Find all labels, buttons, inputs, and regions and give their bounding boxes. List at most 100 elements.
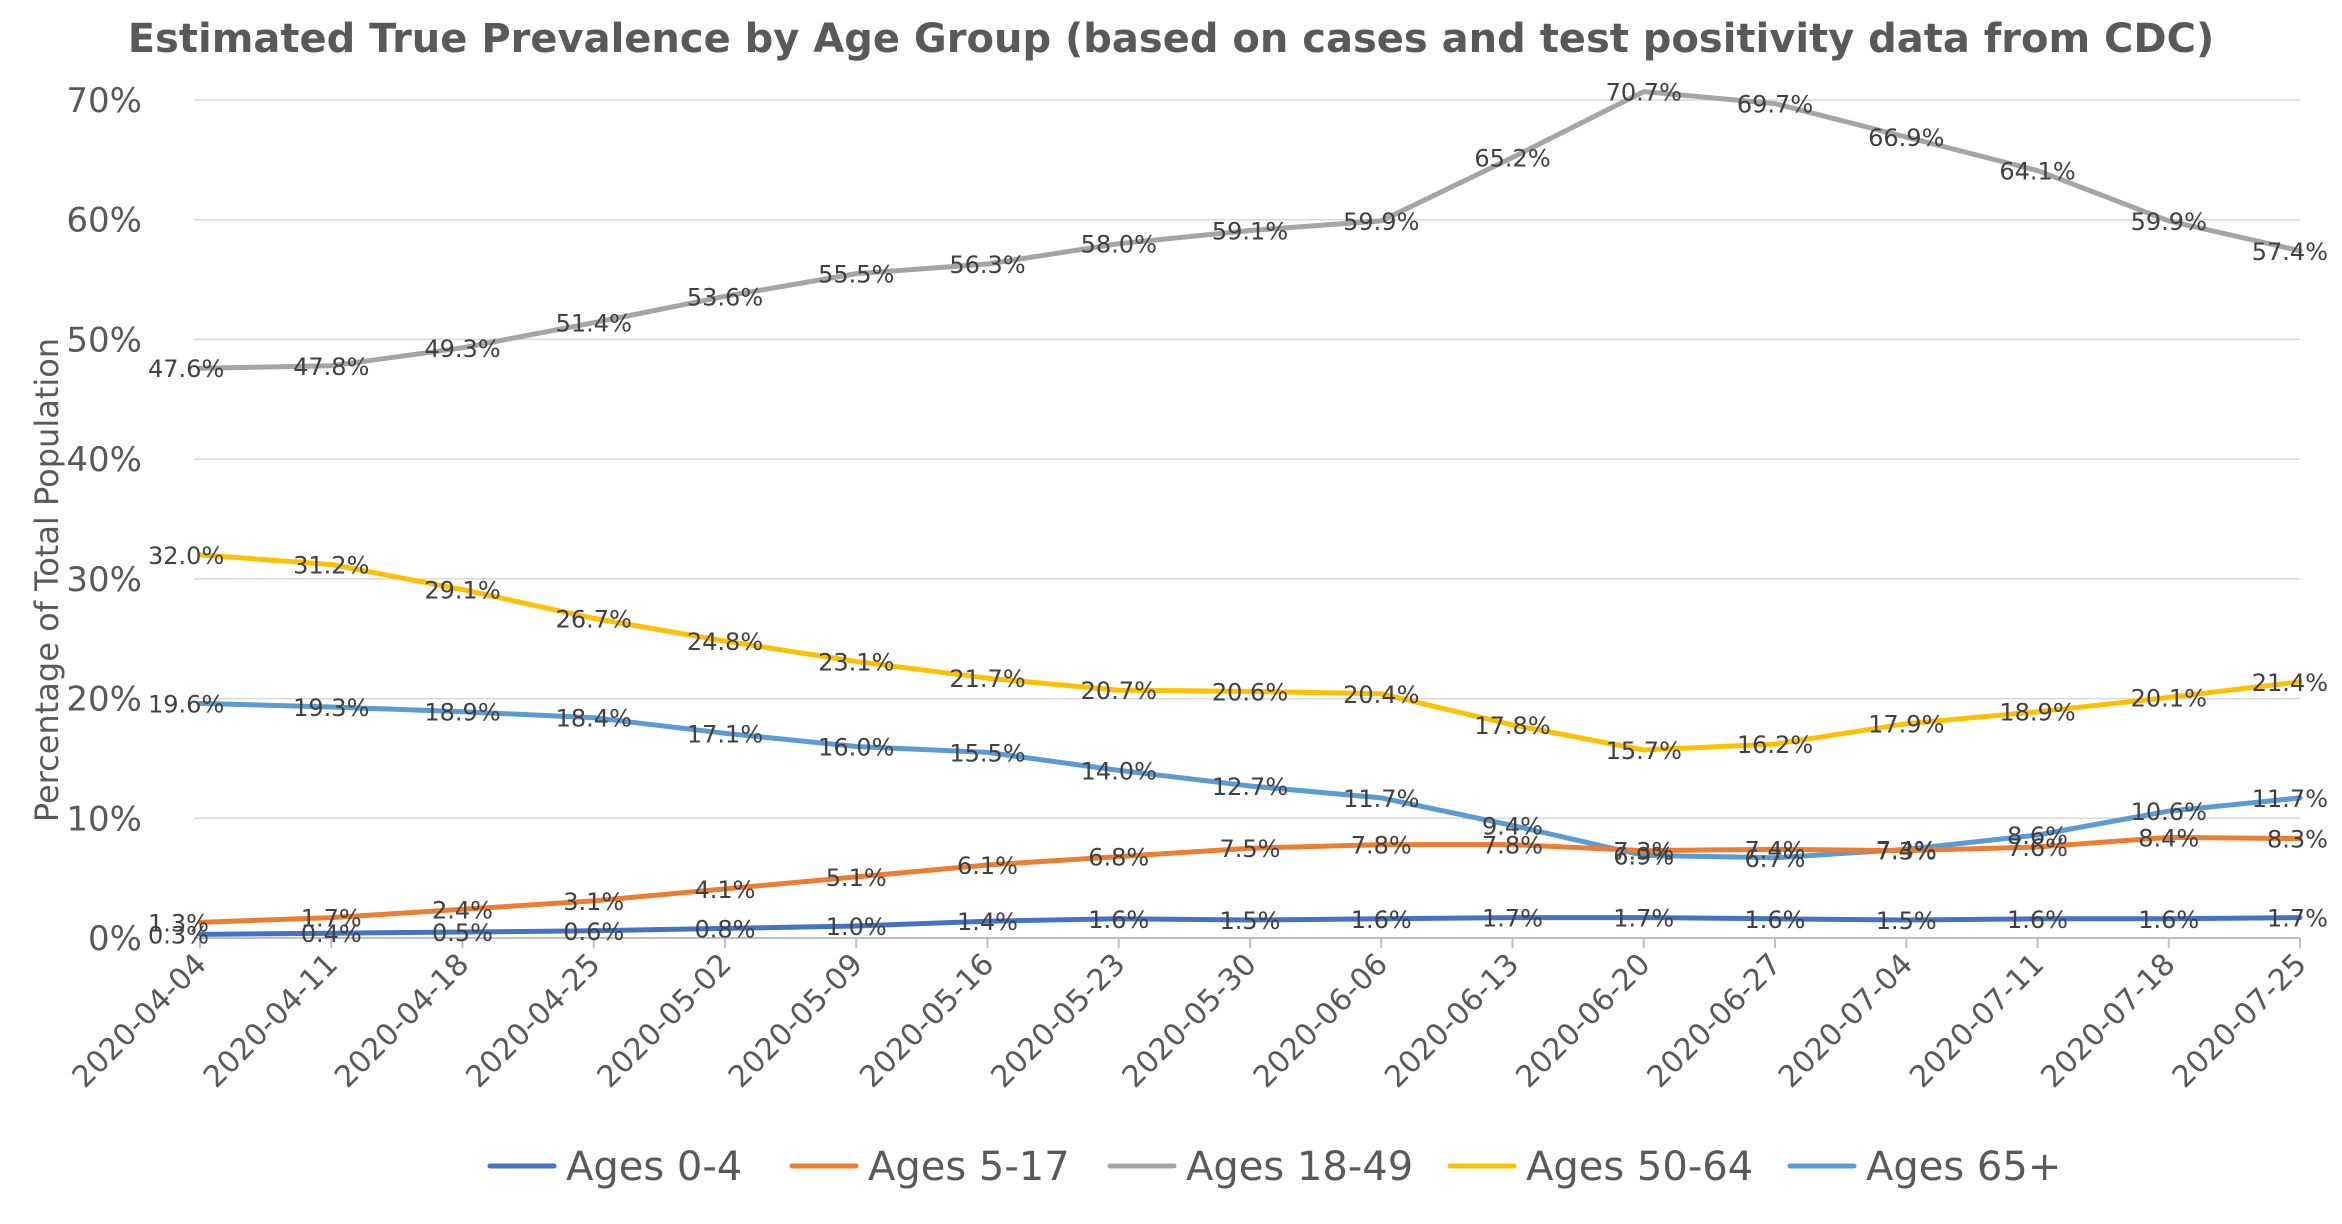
legend-item: Ages 0-4 — [487, 1144, 742, 1190]
x-tick-label: 2020-05-09 — [722, 947, 870, 1095]
data-label: 9.4% — [1482, 812, 1543, 840]
data-label: 6.9% — [1613, 842, 1674, 870]
data-label: 19.6% — [148, 690, 224, 718]
x-tick-label: 2020-07-18 — [2034, 947, 2182, 1095]
data-label: 69.7% — [1737, 91, 1813, 119]
data-label: 17.1% — [687, 720, 763, 748]
y-axis-label: Percentage of Total Population — [28, 338, 66, 822]
data-label: 7.4% — [1745, 836, 1806, 864]
data-label: 0.8% — [695, 915, 756, 943]
y-tick-label: 50% — [66, 320, 142, 360]
x-tick-label: 2020-06-27 — [1641, 947, 1789, 1095]
y-tick-label: 60% — [66, 201, 142, 241]
data-label: 15.7% — [1606, 737, 1682, 765]
data-label: 59.9% — [2131, 208, 2207, 236]
data-label: 55.5% — [818, 261, 894, 289]
chart-title: Estimated True Prevalence by Age Group (… — [128, 16, 2215, 62]
data-label: 7.6% — [2007, 834, 2068, 862]
data-label: 7.5% — [1220, 835, 1281, 863]
data-label: 8.3% — [2267, 826, 2328, 854]
data-label: 66.9% — [1868, 124, 1944, 152]
y-tick-label: 70% — [66, 81, 142, 121]
y-tick-label: 0% — [88, 919, 142, 959]
data-label: 20.6% — [1212, 678, 1288, 706]
data-label: 1.7% — [301, 905, 362, 933]
legend-label: Ages 18-49 — [1186, 1144, 1413, 1190]
gridlines — [194, 99, 2300, 939]
x-tick-label: 2020-07-11 — [1903, 947, 2051, 1095]
x-tick-label: 2020-04-04 — [66, 947, 214, 1095]
series-line-3 — [197, 89, 2303, 371]
x-tick-label: 2020-07-04 — [1772, 947, 1920, 1095]
legend-item: Ages 5-17 — [789, 1144, 1070, 1190]
x-tick-label: 2020-04-11 — [197, 947, 345, 1095]
data-label: 1.0% — [826, 913, 887, 941]
data-label: 10.6% — [2131, 798, 2207, 826]
data-label: 19.3% — [293, 694, 369, 722]
data-label: 59.9% — [1343, 208, 1419, 236]
x-tick-label: 2020-05-16 — [853, 947, 1001, 1095]
y-tick-label: 20% — [66, 680, 142, 720]
x-tick-label: 2020-06-06 — [1247, 947, 1395, 1095]
data-label: 4.1% — [695, 876, 756, 904]
data-label: 21.4% — [2252, 669, 2328, 697]
data-label: 58.0% — [1081, 231, 1157, 259]
x-tick-label: 2020-05-30 — [1116, 947, 1264, 1095]
y-tick-label: 30% — [66, 560, 142, 600]
y-axis-ticks: 0% 10% 20% 30% 40% 50% 60% 70% — [66, 81, 142, 959]
data-label: 65.2% — [1474, 144, 1550, 172]
data-label: 1.7% — [1482, 905, 1543, 933]
data-label: 20.7% — [1081, 677, 1157, 705]
data-label: 53.6% — [687, 283, 763, 311]
data-label: 3.1% — [563, 888, 624, 916]
series-line-2 — [197, 834, 2303, 925]
data-label: 47.6% — [148, 355, 224, 383]
legend: Ages 0-4 Ages 5-17 Ages 18-49 Ages 50-64 Age… — [487, 1144, 2061, 1190]
data-label: 7.4% — [1876, 836, 1937, 864]
data-label: 6.7% — [1745, 845, 1806, 873]
data-label: 8.6% — [2007, 822, 2068, 850]
data-label: 51.4% — [556, 310, 632, 338]
data-label: 1.7% — [2267, 905, 2328, 933]
data-label: 1.6% — [2138, 906, 2199, 934]
legend-item: Ages 50-64 — [1447, 1144, 1753, 1190]
data-label: 20.4% — [1343, 681, 1419, 709]
data-label: 2.4% — [432, 896, 493, 924]
data-label: 1.5% — [1876, 907, 1937, 935]
data-label: 20.1% — [2131, 684, 2207, 712]
x-tick-label: 2020-04-18 — [328, 947, 476, 1095]
data-labels: 0.3% 0.4% 0.5% 0.6% 0.8% 1.0% 1.4% 1.6% 1.5% 1.6%… — [148, 79, 2328, 950]
x-tick-label: 2020-05-02 — [591, 947, 739, 1095]
data-label: 7.3% — [1876, 838, 1937, 866]
data-label: 18.9% — [424, 699, 500, 727]
data-label: 16.0% — [818, 733, 894, 761]
data-label: 0.6% — [563, 918, 624, 946]
data-label: 49.3% — [424, 335, 500, 363]
data-label: 0.3% — [148, 921, 209, 949]
data-label: 47.8% — [293, 353, 369, 381]
series-line-1 — [197, 915, 2303, 937]
data-label: 7.8% — [1351, 832, 1412, 860]
data-label: 6.8% — [1088, 844, 1149, 872]
data-label: 32.0% — [148, 542, 224, 570]
data-label: 0.4% — [301, 920, 362, 948]
data-label: 24.8% — [687, 628, 763, 656]
data-label: 7.8% — [1482, 832, 1543, 860]
x-axis-ticks: 2020-04-042020-04-112020-04-182020-04-25… — [66, 938, 2314, 1095]
data-label: 1.4% — [957, 908, 1018, 936]
data-label: 23.1% — [818, 648, 894, 676]
legend-label: Ages 0-4 — [566, 1144, 742, 1190]
y-tick-label: 40% — [66, 440, 142, 480]
x-tick-label: 2020-06-20 — [1509, 947, 1657, 1095]
data-label: 70.7% — [1606, 79, 1682, 107]
data-label: 56.3% — [949, 251, 1025, 279]
data-label: 57.4% — [2252, 238, 2328, 266]
data-label: 26.7% — [556, 605, 632, 633]
legend-label: Ages 50-64 — [1526, 1144, 1753, 1190]
data-label: 17.9% — [1868, 711, 1944, 739]
data-label: 1.6% — [2007, 906, 2068, 934]
data-label: 1.6% — [1088, 906, 1149, 934]
data-label: 29.1% — [424, 577, 500, 605]
